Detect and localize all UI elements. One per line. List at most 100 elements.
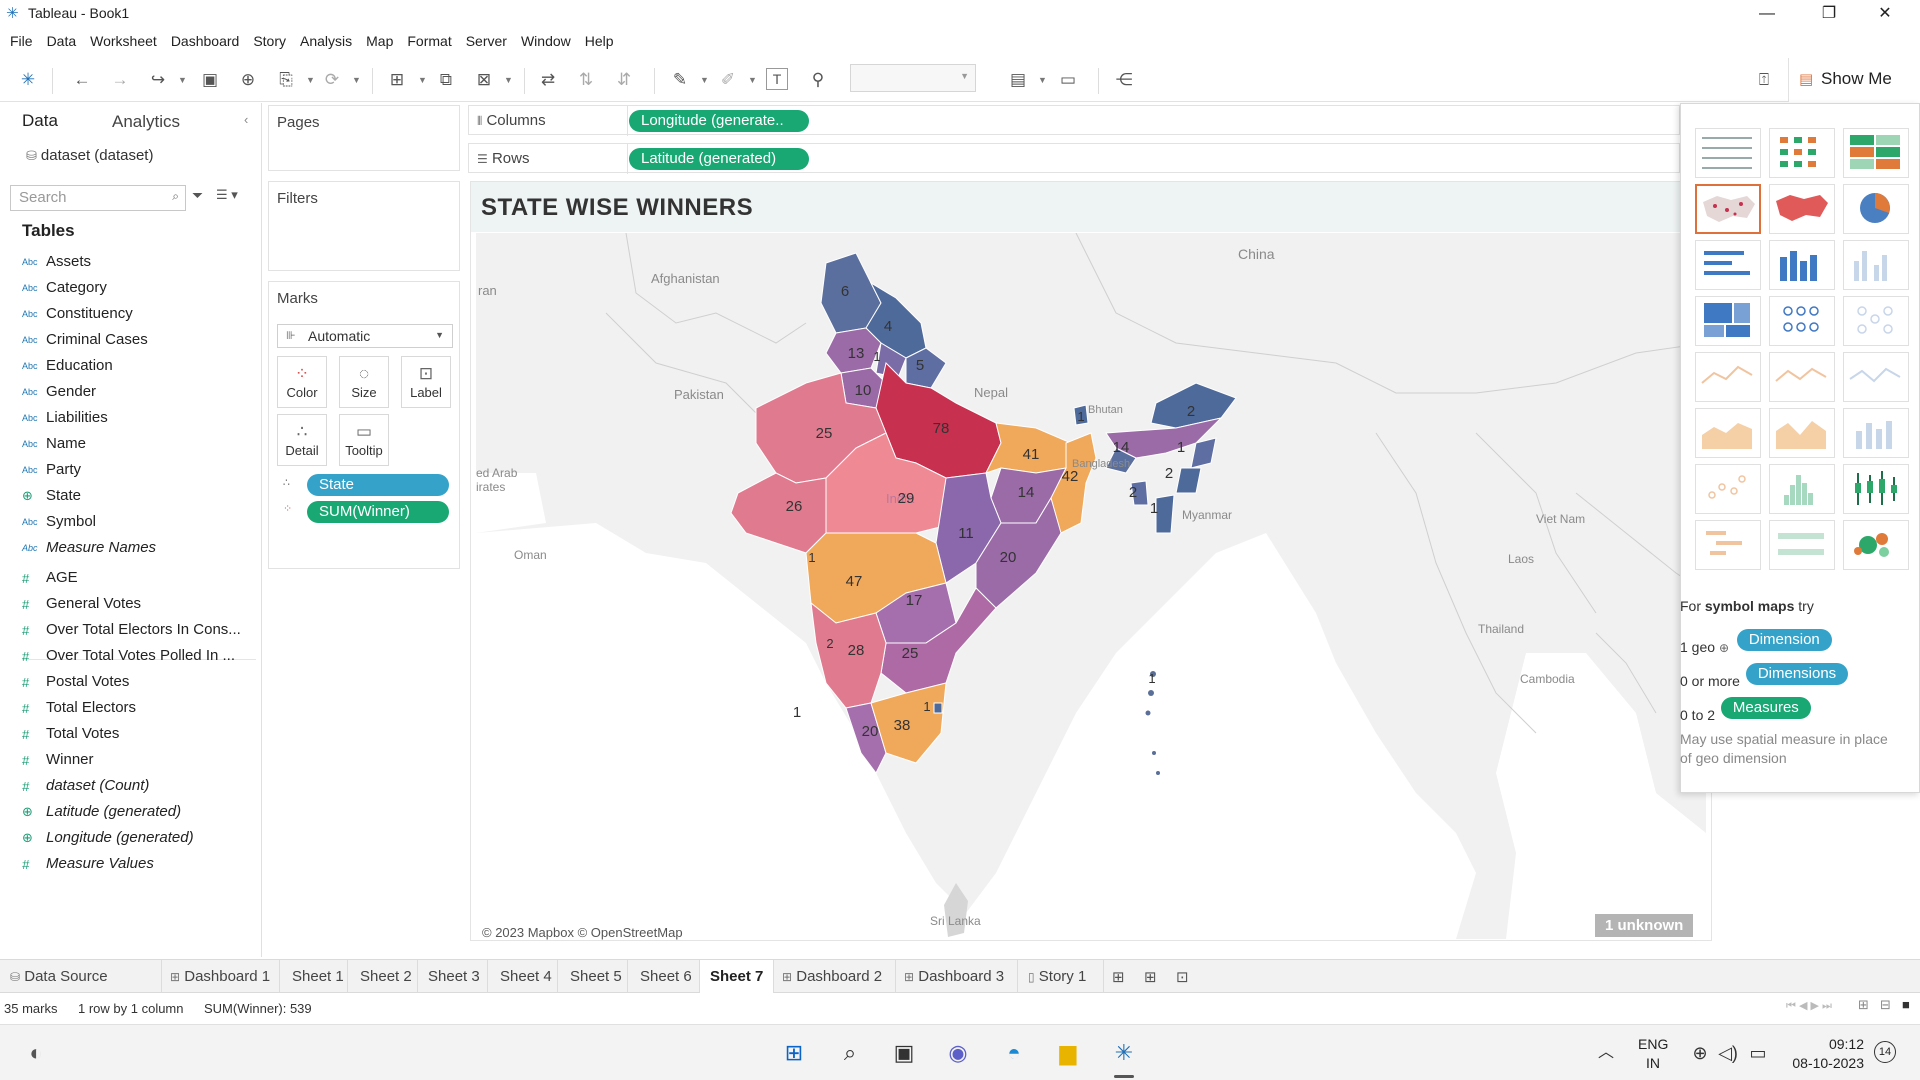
collapse-pane-icon[interactable]: ‹ bbox=[244, 112, 249, 127]
mark-type-dropdown[interactable]: ⊪ Automatic ▼ bbox=[277, 324, 453, 348]
field-measure-names[interactable]: Abc Measure Names bbox=[22, 539, 156, 561]
map-canvas[interactable]: China Afghanistan ran Pakistan Nepal Bhu… bbox=[476, 233, 1706, 939]
field-postal-votes[interactable]: # Postal Votes bbox=[22, 673, 129, 695]
field-liabilities[interactable]: Abc Liabilities bbox=[22, 409, 108, 431]
refresh-dropdown-icon[interactable]: ▼ bbox=[352, 75, 361, 85]
task-view-icon[interactable]: ▣ bbox=[893, 1040, 915, 1065]
tab-dashboard-3[interactable]: ⊞ Dashboard 3 bbox=[896, 960, 1018, 994]
chart-type-area-continuous[interactable] bbox=[1695, 408, 1761, 458]
field-age[interactable]: # AGE bbox=[22, 569, 78, 591]
field-latitude-generated[interactable]: ⊕ Latitude (generated) bbox=[22, 803, 181, 825]
show-mark-labels-icon[interactable]: T bbox=[766, 68, 788, 90]
field-total-votes[interactable]: # Total Votes bbox=[22, 725, 119, 747]
tab-dashboard-1[interactable]: ⊞ Dashboard 1 bbox=[162, 960, 280, 994]
search-taskbar-icon[interactable]: ⌕ bbox=[843, 1040, 857, 1065]
field-symbol[interactable]: Abc Symbol bbox=[22, 513, 96, 535]
new-story-tab-icon[interactable]: ⊡ bbox=[1176, 969, 1189, 986]
undo-icon[interactable]: ← bbox=[73, 70, 91, 89]
pause-updates-icon[interactable]: ⎘ bbox=[279, 70, 293, 89]
size-button[interactable]: ◌ Size bbox=[339, 356, 389, 408]
start-icon[interactable]: ⊞ bbox=[784, 1040, 804, 1065]
new-worksheet-icon[interactable]: ⊞ bbox=[389, 70, 405, 89]
search-input[interactable]: Search ⌕ bbox=[10, 185, 186, 211]
tab-sheet-4[interactable]: Sheet 4 bbox=[488, 960, 558, 994]
chart-type-pie[interactable] bbox=[1843, 184, 1909, 234]
field-over-total-electors-in-cons[interactable]: # Over Total Electors In Cons... bbox=[22, 621, 241, 643]
sort-descending-icon[interactable]: ⇵ bbox=[616, 70, 632, 89]
map-attribution[interactable]: © 2023 Mapbox © OpenStreetMap bbox=[482, 925, 683, 940]
tableau-taskbar-icon[interactable]: ✳ bbox=[1114, 1040, 1134, 1065]
chart-type-side-by-side-circles[interactable] bbox=[1843, 296, 1909, 346]
pages-card[interactable]: Pages bbox=[268, 105, 460, 171]
notification-badge[interactable]: 14 bbox=[1874, 1041, 1896, 1063]
chart-type-circle-views[interactable] bbox=[1769, 296, 1835, 346]
sum-winner-color-pill[interactable]: SUM(Winner) bbox=[307, 501, 449, 523]
show-filmstrip-icon[interactable]: ⊞ bbox=[1858, 997, 1869, 1012]
maximize-icon[interactable]: ❐ bbox=[1821, 5, 1837, 22]
tab-sheet-6[interactable]: Sheet 6 bbox=[628, 960, 700, 994]
field-state[interactable]: ⊕ State bbox=[22, 487, 81, 509]
chart-type-area-discrete[interactable] bbox=[1769, 408, 1835, 458]
menu-window[interactable]: Window bbox=[520, 33, 571, 49]
new-datasource-icon[interactable]: ⊕ bbox=[240, 70, 256, 89]
chart-type-filled-map[interactable] bbox=[1769, 184, 1835, 234]
sort-ascending-icon[interactable]: ⇅ bbox=[578, 70, 594, 89]
field-gender[interactable]: Abc Gender bbox=[22, 383, 96, 405]
chart-type-side-by-side-bars[interactable] bbox=[1843, 240, 1909, 290]
menu-format[interactable]: Format bbox=[407, 33, 452, 49]
field-category[interactable]: Abc Category bbox=[22, 279, 107, 301]
tab-story-1[interactable]: ▯ Story 1 bbox=[1018, 960, 1104, 994]
chart-type-horizontal-bars[interactable] bbox=[1695, 240, 1761, 290]
chart-type-highlight-table[interactable] bbox=[1843, 128, 1909, 178]
field-total-electors[interactable]: # Total Electors bbox=[22, 699, 136, 721]
tableau-home-icon[interactable]: ✳ bbox=[20, 70, 36, 89]
chart-type-bullet-graph[interactable] bbox=[1769, 520, 1835, 570]
field-constituency[interactable]: Abc Constituency bbox=[22, 305, 133, 327]
chart-type-dual-lines[interactable] bbox=[1843, 352, 1909, 402]
chart-type-stacked-bars[interactable] bbox=[1769, 240, 1835, 290]
replay-dropdown-icon[interactable]: ▼ bbox=[178, 75, 187, 85]
replay-icon[interactable]: ↪ bbox=[150, 70, 166, 89]
chart-type-treemap[interactable] bbox=[1695, 296, 1761, 346]
share-icon[interactable]: ⋲ bbox=[1115, 70, 1133, 89]
network-icon[interactable]: ⊕ bbox=[1692, 1043, 1708, 1063]
menu-map[interactable]: Map bbox=[366, 33, 394, 49]
tab-dashboard-2[interactable]: ⊞ Dashboard 2 bbox=[774, 960, 896, 994]
chart-type-histogram[interactable] bbox=[1769, 464, 1835, 514]
teams-icon[interactable]: ◉ bbox=[948, 1040, 968, 1065]
field-over-total-votes-polled-in[interactable]: # Over Total Votes Polled In ... bbox=[22, 647, 235, 669]
menu-worksheet[interactable]: Worksheet bbox=[90, 33, 157, 49]
chart-type-heat-map[interactable] bbox=[1769, 128, 1835, 178]
tab-sheet-5[interactable]: Sheet 5 bbox=[558, 960, 628, 994]
redo-icon[interactable]: → bbox=[111, 70, 129, 89]
format-painter-icon[interactable]: ⍐ bbox=[1758, 70, 1770, 89]
unknown-indicator[interactable]: 1 unknown bbox=[1595, 914, 1694, 937]
fit-dropdown[interactable]: ▼ bbox=[850, 64, 976, 92]
latitude-pill[interactable]: Latitude (generated) bbox=[629, 148, 809, 170]
weather-icon[interactable]: ◐ bbox=[29, 1040, 43, 1065]
volume-icon[interactable]: ◁) bbox=[1718, 1043, 1738, 1063]
field-education[interactable]: Abc Education bbox=[22, 357, 113, 379]
view-options-icon[interactable]: ☰ ▾ bbox=[216, 187, 238, 202]
detail-button[interactable]: ∴ Detail bbox=[277, 414, 327, 466]
menu-dashboard[interactable]: Dashboard bbox=[170, 33, 240, 49]
highlight-icon[interactable]: ✎ bbox=[672, 70, 688, 89]
chart-type-dual-combination[interactable] bbox=[1843, 408, 1909, 458]
field-assets[interactable]: Abc Assets bbox=[22, 253, 91, 275]
color-button[interactable]: ⁘ Color bbox=[277, 356, 327, 408]
clear-sheet-icon[interactable]: ⊠ bbox=[476, 70, 492, 89]
group-dropdown-icon[interactable]: ▼ bbox=[748, 75, 757, 85]
tooltip-button[interactable]: ▭ Tooltip bbox=[339, 414, 389, 466]
presentation-mode-icon[interactable]: ▭ bbox=[1059, 70, 1077, 89]
tray-overflow-icon[interactable]: ︿ bbox=[1597, 1044, 1614, 1061]
highlight-dropdown-icon[interactable]: ▼ bbox=[700, 75, 709, 85]
fix-axes-icon[interactable]: ⚲ bbox=[811, 70, 825, 89]
new-worksheet-tab-icon[interactable]: ⊞ bbox=[1112, 969, 1125, 986]
new-dashboard-tab-icon[interactable]: ⊞ bbox=[1144, 969, 1157, 986]
tab-sheet-2[interactable]: Sheet 2 bbox=[348, 960, 418, 994]
duplicate-icon[interactable]: ⧉ bbox=[439, 70, 453, 89]
field-party[interactable]: Abc Party bbox=[22, 461, 81, 483]
menu-help[interactable]: Help bbox=[584, 33, 614, 49]
clock[interactable]: 09:12 08-10-2023 bbox=[1786, 1035, 1864, 1073]
menu-server[interactable]: Server bbox=[465, 33, 507, 49]
